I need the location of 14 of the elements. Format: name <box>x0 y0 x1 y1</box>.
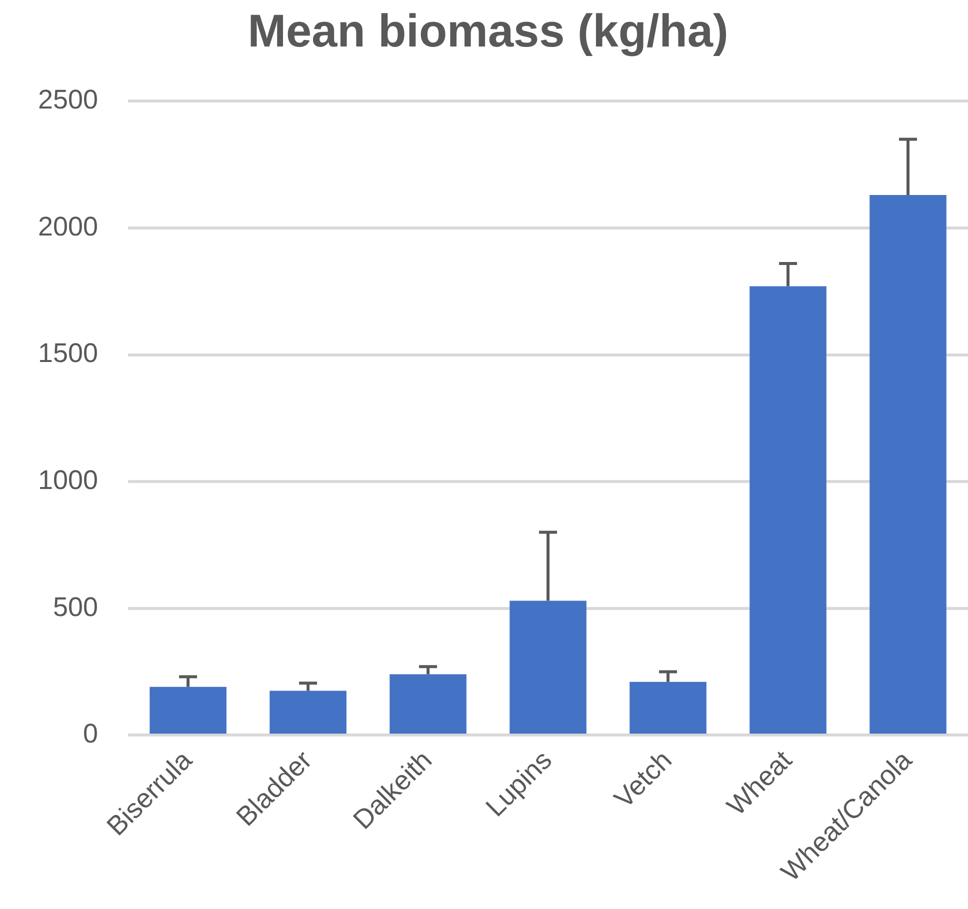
y-tick-label: 1000 <box>38 464 98 495</box>
y-tick-label: 0 <box>83 718 98 749</box>
bar <box>630 682 706 734</box>
y-tick-label: 2000 <box>38 211 98 242</box>
bar <box>390 674 466 734</box>
bar <box>150 686 226 734</box>
chart-title: Mean biomass (kg/ha) <box>248 4 728 56</box>
bar <box>750 286 826 734</box>
y-tick-label: 2500 <box>38 84 98 115</box>
bar <box>510 600 586 734</box>
bar <box>270 690 346 734</box>
bar <box>870 195 946 734</box>
y-tick-label: 1500 <box>38 338 98 368</box>
y-tick-label: 500 <box>53 592 98 622</box>
